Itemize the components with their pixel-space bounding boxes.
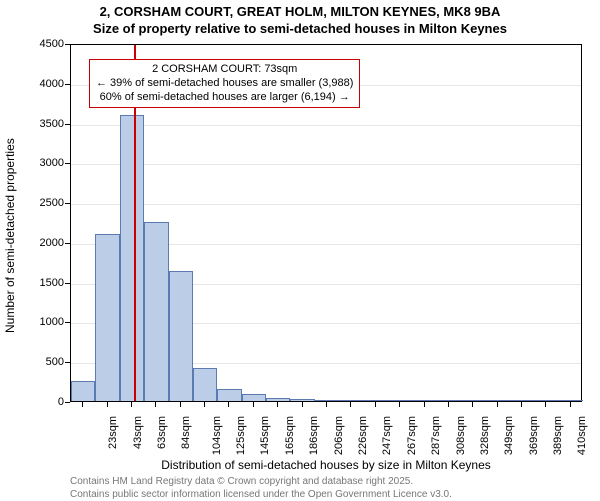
x-tick-label: 287sqm bbox=[430, 416, 442, 455]
histogram-bar bbox=[242, 394, 266, 401]
histogram-bar bbox=[71, 381, 95, 401]
x-tick-mark bbox=[497, 402, 498, 407]
x-tick-label: 63sqm bbox=[156, 416, 168, 449]
histogram-bar bbox=[290, 399, 314, 401]
title-line-1: 2, CORSHAM COURT, GREAT HOLM, MILTON KEY… bbox=[0, 4, 600, 21]
x-tick-label: 389sqm bbox=[552, 416, 564, 455]
x-tick-label: 104sqm bbox=[211, 416, 223, 455]
chart-title: 2, CORSHAM COURT, GREAT HOLM, MILTON KEY… bbox=[0, 0, 600, 38]
annotation-line2: ← 39% of semi-detached houses are smalle… bbox=[96, 77, 353, 91]
histogram-bar bbox=[388, 400, 412, 401]
x-tick-label: 226sqm bbox=[357, 416, 369, 455]
x-tick-label: 165sqm bbox=[284, 416, 296, 455]
x-tick-mark bbox=[82, 402, 83, 407]
x-tick-mark bbox=[570, 402, 571, 407]
x-tick-label: 328sqm bbox=[479, 416, 491, 455]
y-tick-label: 4500 bbox=[30, 38, 64, 50]
x-tick-mark bbox=[228, 402, 229, 407]
x-tick-label: 84sqm bbox=[180, 416, 192, 449]
histogram-bar bbox=[266, 398, 290, 401]
y-tick-mark bbox=[65, 243, 70, 244]
histogram-bar bbox=[169, 271, 193, 401]
x-tick-label: 308sqm bbox=[455, 416, 467, 455]
x-tick-mark bbox=[107, 402, 108, 407]
y-tick-mark bbox=[65, 203, 70, 204]
histogram-bar bbox=[339, 400, 363, 401]
y-tick-label: 500 bbox=[30, 356, 64, 368]
plot-area: 2 CORSHAM COURT: 73sqm← 39% of semi-deta… bbox=[70, 44, 582, 402]
histogram-bar bbox=[510, 400, 534, 401]
histogram-bar bbox=[534, 400, 558, 401]
histogram-bar bbox=[315, 400, 339, 401]
footer-line-1: Contains HM Land Registry data © Crown c… bbox=[70, 476, 452, 489]
histogram-bar bbox=[217, 389, 241, 401]
y-tick-label: 1500 bbox=[30, 277, 64, 289]
y-tick-label: 3500 bbox=[30, 118, 64, 130]
x-tick-label: 186sqm bbox=[308, 416, 320, 455]
histogram-bar bbox=[193, 368, 217, 401]
y-tick-mark bbox=[65, 84, 70, 85]
y-tick-mark bbox=[65, 124, 70, 125]
grid-line bbox=[71, 204, 581, 205]
grid-line bbox=[71, 164, 581, 165]
y-tick-mark bbox=[65, 44, 70, 45]
x-tick-label: 369sqm bbox=[528, 416, 540, 455]
x-tick-mark bbox=[204, 402, 205, 407]
histogram-bar bbox=[95, 234, 119, 401]
x-tick-mark bbox=[155, 402, 156, 407]
y-tick-mark bbox=[65, 163, 70, 164]
x-tick-mark bbox=[302, 402, 303, 407]
x-tick-label: 349sqm bbox=[503, 416, 515, 455]
histogram-bar bbox=[412, 400, 436, 401]
x-tick-mark bbox=[448, 402, 449, 407]
x-tick-label: 125sqm bbox=[235, 416, 247, 455]
histogram-bar bbox=[364, 400, 388, 401]
x-tick-mark bbox=[521, 402, 522, 407]
x-tick-mark bbox=[253, 402, 254, 407]
y-tick-label: 3000 bbox=[30, 157, 64, 169]
title-line-2: Size of property relative to semi-detach… bbox=[0, 21, 600, 38]
x-tick-label: 23sqm bbox=[107, 416, 119, 449]
y-tick-label: 0 bbox=[30, 396, 64, 408]
x-tick-mark bbox=[545, 402, 546, 407]
y-tick-mark bbox=[65, 283, 70, 284]
x-tick-mark bbox=[472, 402, 473, 407]
histogram-bar bbox=[485, 400, 509, 401]
x-tick-mark bbox=[277, 402, 278, 407]
x-tick-label: 267sqm bbox=[406, 416, 418, 455]
y-tick-label: 2000 bbox=[30, 237, 64, 249]
y-tick-mark bbox=[65, 322, 70, 323]
annotation-line1: 2 CORSHAM COURT: 73sqm bbox=[96, 63, 353, 77]
x-tick-mark bbox=[399, 402, 400, 407]
footer-attribution: Contains HM Land Registry data © Crown c… bbox=[70, 476, 452, 501]
histogram-bar bbox=[437, 400, 461, 401]
x-tick-label: 43sqm bbox=[132, 416, 144, 449]
histogram-bar bbox=[461, 400, 485, 401]
histogram-bar bbox=[559, 400, 583, 401]
x-tick-mark bbox=[326, 402, 327, 407]
x-axis-label: Distribution of semi-detached houses by … bbox=[70, 458, 582, 472]
chart-container: 2, CORSHAM COURT, GREAT HOLM, MILTON KEY… bbox=[0, 0, 600, 500]
histogram-bar bbox=[144, 222, 168, 401]
x-tick-label: 206sqm bbox=[333, 416, 345, 455]
annotation-line3: 60% of semi-detached houses are larger (… bbox=[96, 91, 353, 105]
x-tick-mark bbox=[180, 402, 181, 407]
annotation-box: 2 CORSHAM COURT: 73sqm← 39% of semi-deta… bbox=[89, 59, 360, 108]
x-tick-mark bbox=[131, 402, 132, 407]
x-tick-label: 410sqm bbox=[577, 416, 589, 455]
y-tick-label: 1000 bbox=[30, 316, 64, 328]
y-axis-label: Number of semi-detached properties bbox=[3, 138, 17, 333]
y-tick-label: 2500 bbox=[30, 197, 64, 209]
x-tick-mark bbox=[350, 402, 351, 407]
histogram-bar bbox=[120, 115, 144, 401]
x-tick-label: 247sqm bbox=[382, 416, 394, 455]
x-tick-mark bbox=[424, 402, 425, 407]
grid-line bbox=[71, 125, 581, 126]
x-tick-mark bbox=[375, 402, 376, 407]
y-tick-mark bbox=[65, 362, 70, 363]
footer-line-2: Contains public sector information licen… bbox=[70, 489, 452, 501]
x-tick-label: 145sqm bbox=[260, 416, 272, 455]
y-tick-mark bbox=[65, 402, 70, 403]
y-tick-label: 4000 bbox=[30, 78, 64, 90]
